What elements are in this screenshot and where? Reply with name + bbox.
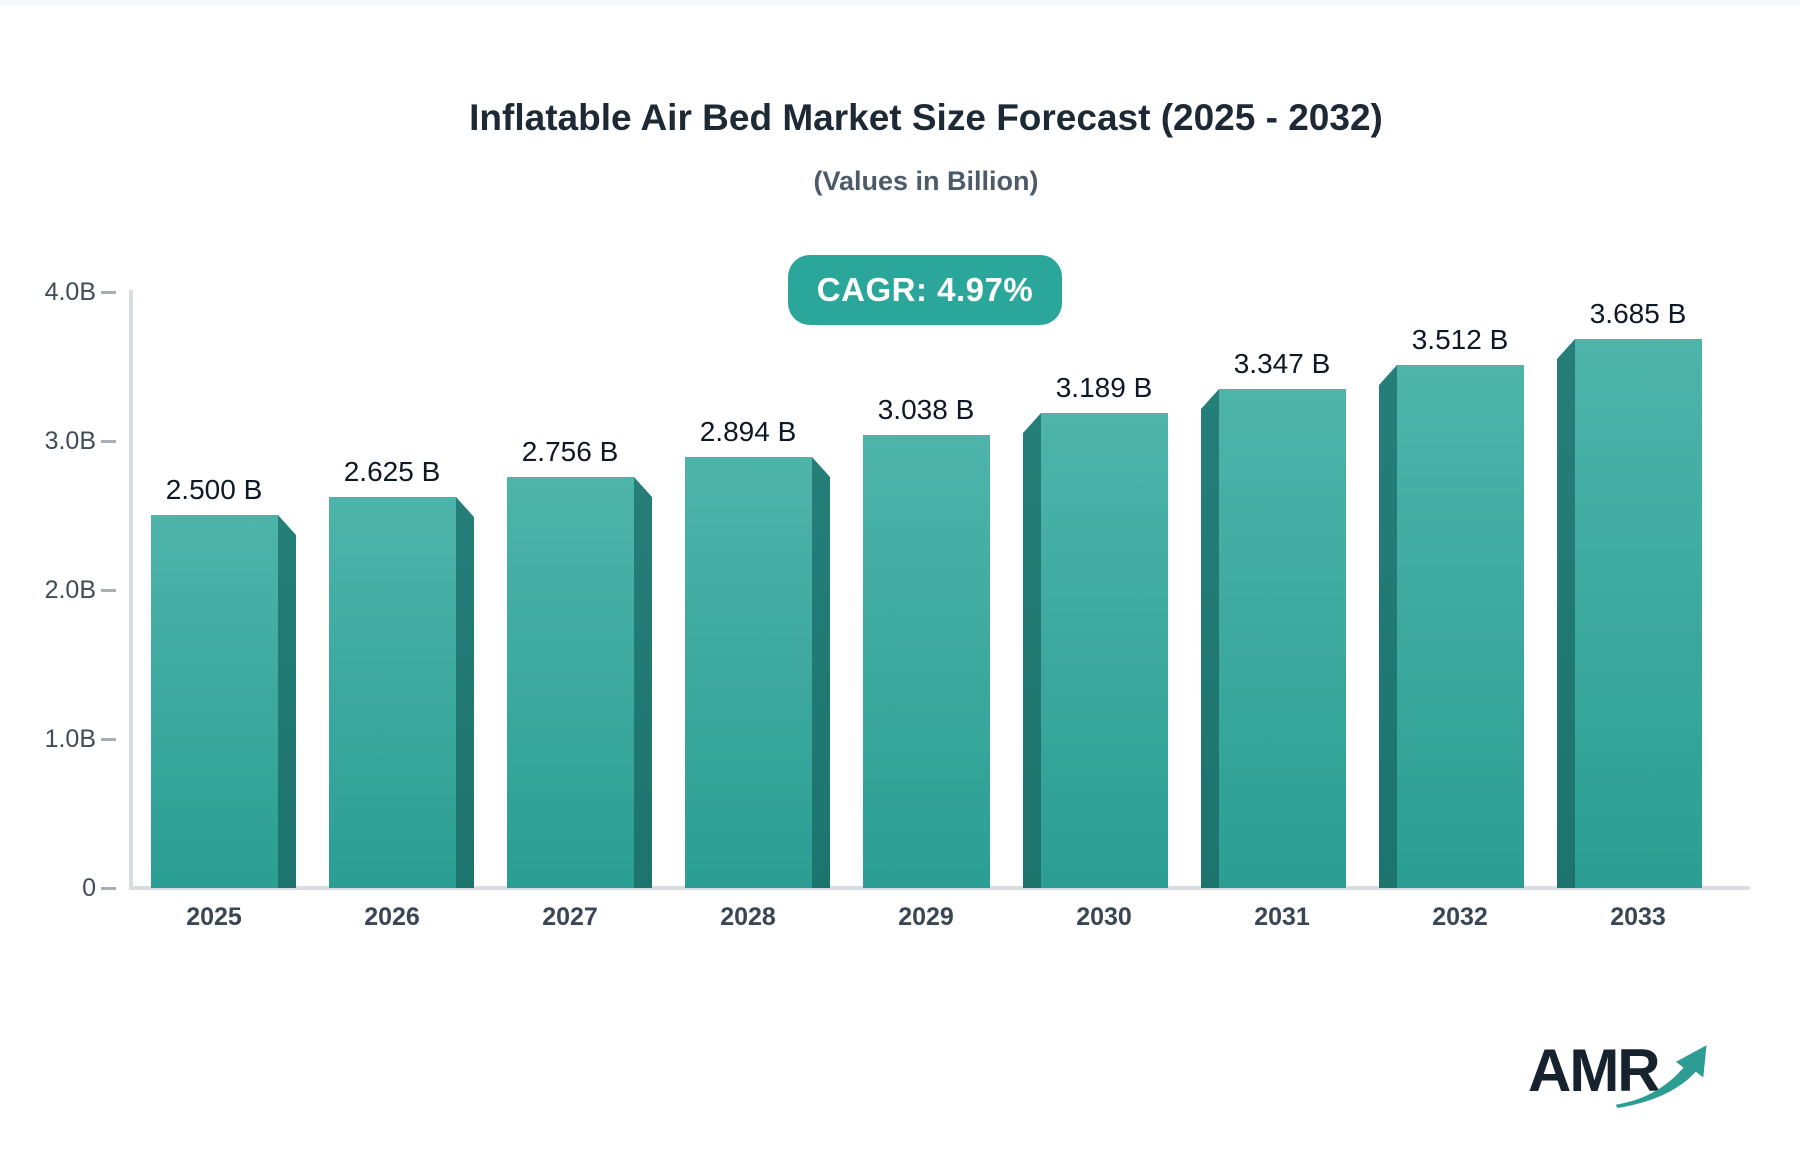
- bar-value-label: 2.625 B: [343, 456, 441, 487]
- chart-title: Inflatable Air Bed Market Size Forecast …: [469, 97, 1383, 138]
- bar-value-label: 3.512 B: [1411, 324, 1509, 355]
- bar-side-2028: [812, 457, 830, 888]
- bar-value-label: 2.894 B: [699, 416, 797, 447]
- bar-2031: [1219, 389, 1346, 888]
- y-axis-tick: [101, 887, 116, 890]
- growth-arrow-icon: [1615, 1045, 1707, 1108]
- y-axis-tick-label: 4.0B: [44, 278, 96, 306]
- top-border: [0, 0, 1800, 5]
- x-axis-label-2027: 2027: [542, 903, 598, 931]
- x-axis-label-2031: 2031: [1254, 903, 1310, 931]
- cagr-badge-label: CAGR: 4.97%: [816, 271, 1034, 308]
- y-axis-line: [129, 290, 133, 890]
- bar-value-label: 2.756 B: [521, 436, 619, 467]
- bar-2028: [685, 457, 812, 888]
- bar-2032: [1397, 365, 1524, 888]
- bar-2029: [863, 435, 990, 888]
- bar-value-label: 3.038 B: [877, 394, 975, 425]
- brand-logo-text: AMR: [1528, 1037, 1661, 1104]
- bar-side-2025: [278, 515, 296, 888]
- brand-logo: AMR: [1528, 1036, 1728, 1126]
- y-axis-tick-label: 1.0B: [44, 725, 96, 753]
- x-axis-label-2032: 2032: [1432, 903, 1488, 931]
- chart-subtitle: (Values in Billion): [813, 166, 1039, 196]
- bar-side-2033: [1557, 339, 1575, 888]
- cagr-badge: CAGR: 4.97%: [788, 255, 1062, 325]
- bar-side-2027: [634, 477, 652, 888]
- bar-value-label: 2.500 B: [165, 474, 263, 505]
- y-axis-tick-label: 0: [82, 874, 96, 902]
- bar-2030: [1041, 413, 1168, 888]
- y-axis-tick: [101, 589, 116, 592]
- x-axis-line: [129, 886, 1750, 890]
- x-axis-label-2026: 2026: [364, 903, 420, 931]
- bar-2025: [151, 515, 278, 888]
- bar-2033: [1575, 339, 1702, 888]
- y-axis-tick: [101, 291, 116, 294]
- bar-value-label: 3.347 B: [1233, 348, 1331, 379]
- y-axis-tick: [101, 738, 116, 741]
- bar-2026: [329, 497, 456, 888]
- x-axis-label-2033: 2033: [1610, 903, 1666, 931]
- y-axis-tick: [101, 440, 116, 443]
- x-axis-label-2028: 2028: [720, 903, 776, 931]
- bar-side-2026: [456, 497, 474, 888]
- x-axis-label-2025: 2025: [186, 903, 242, 931]
- bar-side-2032: [1379, 365, 1397, 888]
- bar-value-label: 3.685 B: [1589, 298, 1687, 329]
- bar-side-2031: [1201, 389, 1219, 888]
- x-axis-label-2030: 2030: [1076, 903, 1132, 931]
- bar-value-label: 3.189 B: [1055, 372, 1153, 403]
- x-axis-label-2029: 2029: [898, 903, 954, 931]
- bar-2027: [507, 477, 634, 888]
- bar-side-2030: [1023, 413, 1041, 888]
- y-axis-tick-label: 2.0B: [44, 576, 96, 604]
- y-axis-tick-label: 3.0B: [44, 427, 96, 455]
